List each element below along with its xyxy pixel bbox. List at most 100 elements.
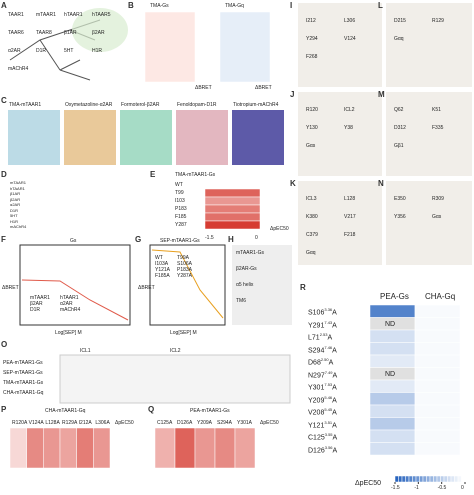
value-label: ND <box>385 370 396 378</box>
heat-cell <box>414 379 461 393</box>
alignment-row: hTAAR1 <box>10 185 25 191</box>
legend-title: ΔBRET <box>195 85 212 91</box>
axis-label: Log[SEP] M <box>55 330 82 336</box>
heat-cell <box>369 417 416 431</box>
legend-swatch <box>447 475 452 483</box>
residue-label: L128 <box>344 196 356 202</box>
structure-i <box>298 3 382 87</box>
bw-number: 7.43 <box>324 319 333 325</box>
col-label: CHA-Gq <box>425 292 456 301</box>
residue-label: Gαs <box>306 143 316 149</box>
alignment-row: D1R <box>10 207 19 213</box>
residue-label: Y38 <box>344 125 353 131</box>
row-label: L712.53A <box>308 332 333 342</box>
legend-swatch <box>419 475 424 483</box>
legend-swatch <box>443 475 448 483</box>
heat-cell <box>414 417 461 431</box>
heat-cell <box>76 427 94 469</box>
panel-letter: A <box>1 1 7 10</box>
row-label: S1063.36A <box>308 307 337 317</box>
heat-cell <box>369 442 416 456</box>
mutation: A <box>332 421 337 429</box>
row-label: SEP-mTAAR1-Gs <box>3 370 43 376</box>
plot-title: Gs <box>70 238 77 244</box>
row-label: Y2917.43A <box>308 319 337 329</box>
row-label: Y2095.46A <box>308 394 337 404</box>
heat-cell <box>234 427 256 469</box>
heat-cell <box>369 354 416 368</box>
panel-letter: E <box>150 170 156 179</box>
residue-label: Y356 <box>394 214 406 220</box>
heatmap-title: TMA-Gq <box>225 3 244 9</box>
row-label: Y3017.53A <box>308 382 337 392</box>
plot-title: SEP-mTAAR1-Gs <box>160 238 200 244</box>
mutation: A <box>332 346 337 354</box>
alignment-row: H1R <box>10 218 19 224</box>
heatmap <box>144 11 196 83</box>
col-label: V124A <box>28 420 44 426</box>
residue-label: K51 <box>432 107 441 113</box>
mutation: A <box>332 434 338 442</box>
row-label: S2947.46A <box>308 344 337 354</box>
legend-entry: S106A <box>177 261 193 267</box>
mutation: A <box>332 396 337 404</box>
residue-label: R309 <box>432 196 444 202</box>
residue-label: R120 <box>306 107 318 113</box>
residue-label: Gαq <box>394 36 404 42</box>
heat-cell <box>414 329 461 343</box>
heat-cell <box>414 404 461 418</box>
col-label: R120A <box>12 420 28 426</box>
tree-leaf: mAChR4 <box>8 66 29 72</box>
legend-swatch <box>436 475 441 483</box>
legend-swatch <box>405 475 410 483</box>
bw-number: 7.53 <box>324 382 333 387</box>
heat-cell <box>204 188 261 198</box>
mutation: A <box>332 371 338 379</box>
legend-tick: 0 <box>461 485 464 491</box>
residue-label: F335 <box>432 125 444 131</box>
residue-label: R129 <box>432 18 444 24</box>
structure-h <box>232 245 292 325</box>
residue-label: Q62 <box>394 107 404 113</box>
structure-label: TM6 <box>236 298 246 304</box>
residue-label: Gαs <box>432 214 442 220</box>
col-label: D126A <box>177 420 193 426</box>
bw-number: 2.50 <box>320 357 329 362</box>
legend-tick: -1 <box>414 485 419 491</box>
mutation: A <box>332 409 337 417</box>
region-label: ICL1 <box>80 348 91 354</box>
legend-swatch <box>429 475 434 483</box>
legend-swatch <box>461 475 466 483</box>
row-label: N2977.49A <box>308 369 338 379</box>
legend-swatch <box>426 475 431 483</box>
tree-leaf: D1R <box>36 48 47 54</box>
tree-leaf: 5HT <box>64 48 74 54</box>
heat-cell <box>369 379 416 393</box>
legend-swatch <box>398 475 403 483</box>
pocket-title: Tiotropium-mAChR4 <box>233 102 279 108</box>
legend-entry: β2AR <box>30 301 43 307</box>
panel-letter: K <box>290 179 296 188</box>
residue-label: Y294 <box>306 36 318 42</box>
col-label: PEA-Gs <box>380 292 409 301</box>
heat-cell <box>26 427 44 469</box>
residue-label: E350 <box>394 196 406 202</box>
row-label: F185 <box>175 214 187 220</box>
row-label: CHA-mTAAR1-Gq <box>3 390 44 396</box>
row-label: C1253.55A <box>308 432 338 442</box>
heat-cell <box>369 429 416 443</box>
bw-number: 5.45 <box>324 407 333 412</box>
legend-swatch <box>433 475 438 483</box>
heatmap <box>219 11 271 83</box>
legend-swatch <box>440 475 445 483</box>
pocket-title: Fenoldopam-D1R <box>177 102 217 108</box>
tree-leaf: α2AR <box>8 48 21 54</box>
structure-label: β2AR-Gs <box>236 266 257 272</box>
pocket-title: Oxymetazoline-α2AR <box>65 102 113 108</box>
legend-swatch <box>394 475 399 483</box>
row-label: WT <box>175 182 183 188</box>
tree-leaf: β1AR <box>64 30 77 36</box>
col-label: Y209A <box>197 420 213 426</box>
residue-label: ICL3 <box>306 196 317 202</box>
